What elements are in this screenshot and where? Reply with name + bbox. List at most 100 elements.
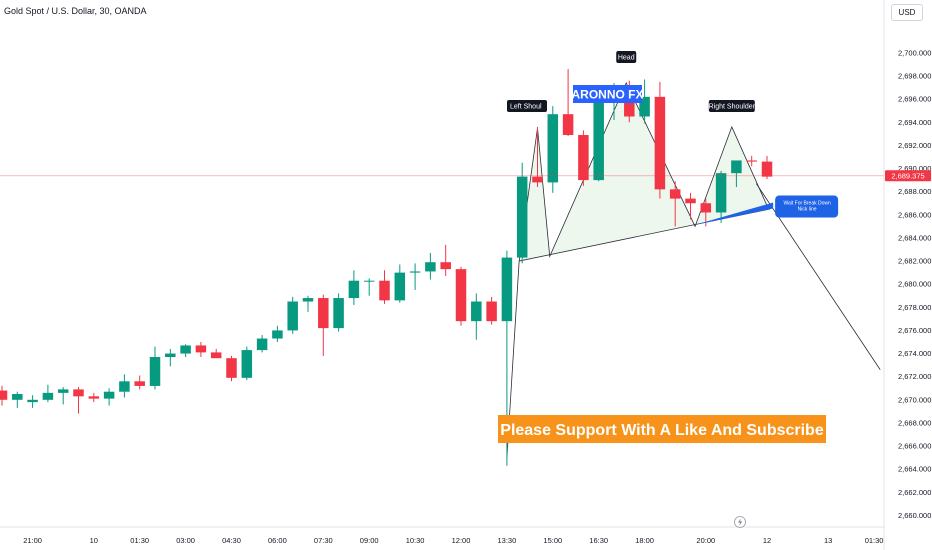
candle-body <box>180 345 191 354</box>
x-tick-label: 10:30 <box>406 536 425 545</box>
y-tick-label: 2,660.000 <box>898 511 931 520</box>
x-tick-label: 16:30 <box>589 536 608 545</box>
y-tick-label: 2,674.000 <box>898 349 931 358</box>
x-tick-label: 10 <box>90 536 98 545</box>
left-shoulder-label: Left Shoul <box>510 104 542 111</box>
candle-body <box>73 389 84 397</box>
candle-body <box>761 161 773 177</box>
candle-body <box>287 301 298 331</box>
candle-body <box>57 389 69 393</box>
candle-body <box>210 352 222 359</box>
y-tick-label: 2,700.000 <box>898 48 931 57</box>
y-tick-label: 2,688.000 <box>898 187 931 196</box>
x-tick-label: 09:00 <box>360 536 379 545</box>
candle-body <box>88 396 100 399</box>
candle-body <box>532 176 543 183</box>
y-tick-label: 2,662.000 <box>898 488 931 497</box>
x-tick-label: 18:00 <box>635 536 654 545</box>
x-tick-label: 04:30 <box>222 536 241 545</box>
y-tick-label: 2,672.000 <box>898 372 931 381</box>
candle-body <box>486 301 497 322</box>
y-tick-label: 2,666.000 <box>898 442 931 451</box>
chart-title: Gold Spot / U.S. Dollar, 30, OANDA <box>4 6 147 16</box>
candle-body <box>134 381 145 386</box>
candle-body <box>425 262 436 272</box>
candle-body <box>363 280 375 282</box>
candle-body <box>394 272 406 301</box>
candle-body <box>440 262 451 270</box>
callout-text: Nick line <box>798 207 817 213</box>
y-tick-label: 2,676.000 <box>898 326 931 335</box>
y-tick-label: 2,694.000 <box>898 118 931 127</box>
candle-body <box>455 269 467 322</box>
candle-body <box>654 96 666 190</box>
candle-body <box>302 298 314 302</box>
candle-body <box>669 189 681 199</box>
right-shoulder-label: Right Shoulder <box>709 104 756 111</box>
candle-body <box>700 203 712 213</box>
support-text: Please Support With A Like And Subscribe <box>500 422 824 439</box>
callout-arrow <box>693 202 774 226</box>
candle-body <box>624 94 635 117</box>
candle-body <box>27 399 38 403</box>
x-tick-label: 12 <box>763 536 771 545</box>
candle-body <box>578 135 589 181</box>
head-shoulders-pattern <box>506 82 881 458</box>
head-label: Head <box>618 55 635 62</box>
candle-body <box>165 353 176 358</box>
candle-body <box>379 280 390 301</box>
current-price-label: 2,689.375 <box>891 171 924 180</box>
candle-body <box>256 338 268 351</box>
y-tick-label: 2,678.000 <box>898 303 931 312</box>
x-tick-label: 15:00 <box>543 536 562 545</box>
candle-body <box>333 298 344 329</box>
candle-body <box>593 102 604 181</box>
y-tick-label: 2,692.000 <box>898 141 931 150</box>
candle-body <box>562 114 574 136</box>
candle-body <box>119 381 130 392</box>
candle-body <box>547 114 559 183</box>
x-tick-label: 13:30 <box>498 536 517 545</box>
y-tick-label: 2,698.000 <box>898 72 931 81</box>
candle-body <box>42 392 54 400</box>
candle-body <box>272 330 283 339</box>
candle-body <box>318 298 329 329</box>
head-label-bg <box>616 51 637 63</box>
x-tick-label: 12:00 <box>452 536 471 545</box>
candle-body <box>0 390 8 400</box>
brand-text: ARONNO FX <box>572 88 644 102</box>
candle-body <box>12 394 23 400</box>
candle-body <box>501 257 513 322</box>
y-tick-label: 2,670.000 <box>898 395 931 404</box>
candle-body <box>103 391 115 399</box>
support-banner <box>498 415 826 443</box>
candle-body <box>516 176 528 258</box>
y-tick-label: 2,686.000 <box>898 210 931 219</box>
candle-body <box>149 357 161 386</box>
x-tick-label: 13 <box>824 536 832 545</box>
candle-body <box>715 173 727 213</box>
x-tick-label: 21:00 <box>23 536 42 545</box>
current-price-tag <box>885 170 931 182</box>
callout-text: Wait For Break Down <box>783 201 831 207</box>
currency-selector[interactable]: USD <box>891 4 923 21</box>
candle-body <box>195 345 207 353</box>
lightning-icon-glyph <box>738 518 743 526</box>
candle-body <box>409 271 421 273</box>
candle-body <box>731 160 742 174</box>
price-axis[interactable]: 2,660.000 2,662.000 2,664.000 2,666.000 2,66… <box>883 0 931 550</box>
candle-body <box>639 96 650 117</box>
y-tick-label: 2,696.000 <box>898 95 931 104</box>
candle-body <box>241 350 253 378</box>
x-tick-label: 06:00 <box>268 536 287 545</box>
callout-box <box>775 195 839 218</box>
y-tick-label: 2,668.000 <box>898 418 931 427</box>
time-axis[interactable]: 21:00 10 01:30 03:00 04:30 06:00 07:30 09:00 10:… <box>0 516 884 546</box>
candle-body <box>746 160 757 162</box>
y-tick-label: 2,680.000 <box>898 280 931 289</box>
y-tick-label: 2,682.000 <box>898 257 931 266</box>
x-tick-label: 01:30 <box>130 536 149 545</box>
candle-body <box>226 358 237 378</box>
